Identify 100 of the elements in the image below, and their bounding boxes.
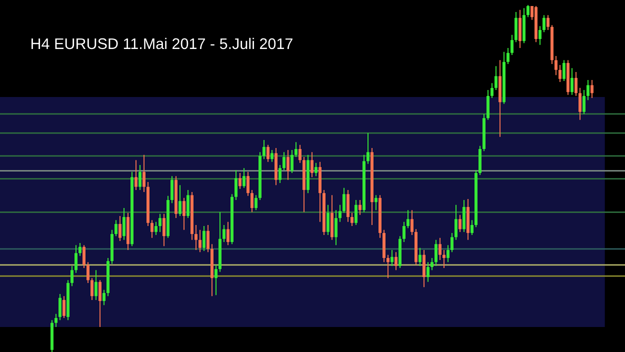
candlestick <box>250 189 254 213</box>
candlestick <box>222 224 226 242</box>
candlestick <box>242 168 246 188</box>
candlestick <box>142 154 146 193</box>
candlestick <box>558 64 562 83</box>
candlestick <box>542 14 546 33</box>
candlestick <box>158 213 162 232</box>
candlestick <box>282 152 286 171</box>
candlestick <box>310 152 314 178</box>
candlestick <box>266 144 270 162</box>
candlestick <box>554 56 558 76</box>
text: H4 EURUSD 11.Mai 2017 - 5.Juli 2017 <box>31 38 292 50</box>
candlestick <box>78 242 82 256</box>
candlestick <box>186 189 190 219</box>
candlestick <box>546 14 550 30</box>
candlestick <box>538 26 542 46</box>
candlestick <box>486 90 490 120</box>
candlestick <box>494 66 498 90</box>
candlestick <box>354 200 358 226</box>
candlestick <box>150 220 154 238</box>
candlestick <box>122 208 126 240</box>
candlestick <box>154 221 158 236</box>
candlestick <box>54 313 58 328</box>
candlestick <box>138 164 142 190</box>
candlestick <box>570 68 574 96</box>
candlestick <box>90 278 94 300</box>
candlestick <box>446 244 450 263</box>
candlestick <box>214 264 218 296</box>
candlestick <box>94 270 98 300</box>
candlestick <box>298 144 302 164</box>
candlestick <box>406 210 410 229</box>
candlestick <box>86 262 90 284</box>
candlestick <box>254 194 258 211</box>
candlestick <box>226 221 230 246</box>
candlestick <box>82 244 86 269</box>
candlestick <box>390 249 394 266</box>
candlestick <box>574 71 578 96</box>
candlestick <box>582 90 586 114</box>
candlestick <box>514 11 518 43</box>
candlestick <box>358 200 362 216</box>
candlestick <box>206 224 210 253</box>
candlestick <box>518 9 522 49</box>
candlestick <box>238 172 242 190</box>
candlestick <box>462 200 466 232</box>
candlestick <box>118 215 122 242</box>
candlestick <box>70 265 74 287</box>
candlestick <box>98 280 102 328</box>
candlestick <box>470 220 474 236</box>
candlestick <box>290 150 294 174</box>
candlestick <box>578 87 582 120</box>
candlestick <box>438 237 442 261</box>
candlestick <box>202 226 206 252</box>
candlestick <box>410 210 414 236</box>
candlestick <box>490 82 494 98</box>
candlestick <box>562 60 566 82</box>
candlestick <box>374 194 378 211</box>
candlestick <box>58 294 62 321</box>
candlestick <box>334 210 338 246</box>
candlestick <box>262 140 266 160</box>
candlestick <box>510 34 514 56</box>
candlestick <box>402 221 406 242</box>
candlestick <box>162 213 166 247</box>
candlestick <box>294 142 298 158</box>
candlestick <box>442 249 446 269</box>
candlestick <box>350 212 354 227</box>
candlestick <box>506 48 510 64</box>
candlestick <box>314 162 318 177</box>
candlestick <box>590 79 594 98</box>
candlestick <box>386 254 390 279</box>
candlestick <box>426 262 430 282</box>
candlestick <box>246 171 250 196</box>
candlestick <box>178 184 182 216</box>
candlestick <box>366 132 370 164</box>
candlestick <box>74 244 78 274</box>
candlestick <box>170 176 174 204</box>
candlestick <box>422 249 426 288</box>
candlestick <box>342 187 346 214</box>
candlestick <box>278 164 282 184</box>
candlestick <box>102 289 106 306</box>
candlestick <box>182 197 186 230</box>
candlestick <box>450 232 454 253</box>
candlestick <box>430 257 434 271</box>
candlestick <box>234 170 238 200</box>
candlestick <box>270 150 274 162</box>
candlestick <box>326 204 330 236</box>
candlestick <box>114 220 118 237</box>
candlestick <box>346 189 350 222</box>
candlestick <box>434 239 438 266</box>
candlestick <box>194 224 198 250</box>
candlestick <box>134 160 138 190</box>
candlestick <box>458 214 462 232</box>
candlestick <box>198 229 202 253</box>
candlestick <box>418 247 422 266</box>
candlestick <box>286 150 290 180</box>
candlestick <box>62 296 66 318</box>
candlestick <box>338 204 342 222</box>
candlestick <box>394 252 398 271</box>
candlestick <box>454 204 458 240</box>
candlestick <box>586 79 590 101</box>
candlestick <box>526 4 530 18</box>
